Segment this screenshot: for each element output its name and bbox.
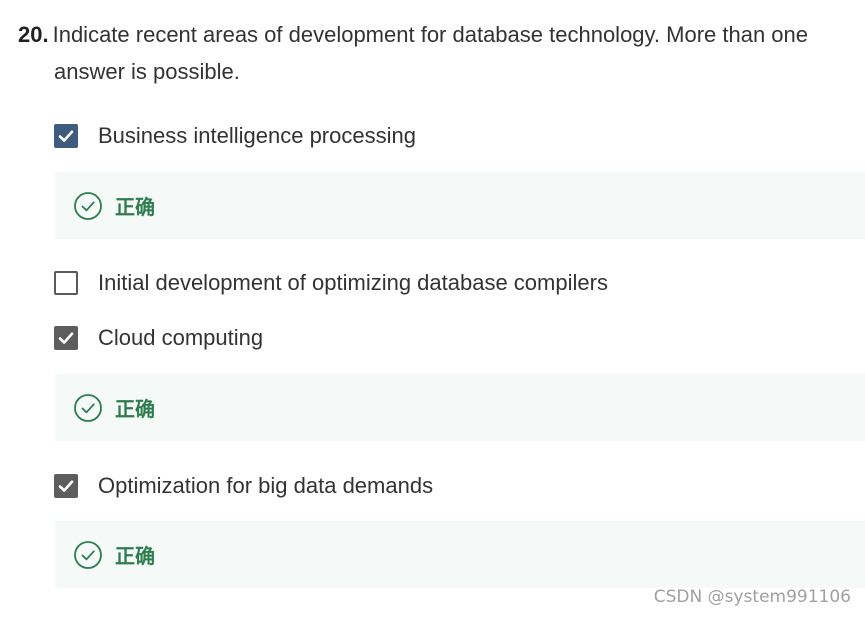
option-label: Business intelligence processing	[98, 123, 416, 148]
question: 20. Indicate recent areas of development …	[18, 16, 848, 90]
check-circle-icon	[74, 540, 102, 569]
check-circle-icon	[74, 191, 102, 220]
question-text-line1: Indicate recent areas of development for…	[52, 22, 809, 47]
feedback-text: 正确	[115, 195, 155, 219]
watermark: CSDN @system991106	[653, 587, 851, 607]
feedback-correct: 正确	[55, 521, 865, 588]
question-text-line2: answer is possible.	[54, 59, 240, 84]
option-cloud-computing[interactable]: Cloud computing	[54, 323, 263, 353]
checkbox-cloud-computing[interactable]	[54, 326, 78, 350]
question-number: 20.	[18, 22, 49, 47]
checkmark-icon	[58, 130, 74, 142]
feedback-correct: 正确	[55, 374, 865, 441]
checkmark-icon	[58, 480, 74, 492]
option-optimizing-compilers[interactable]: Initial development of optimizing databa…	[54, 268, 608, 298]
checkbox-business-intelligence[interactable]	[54, 124, 78, 148]
option-label: Cloud computing	[98, 325, 264, 350]
option-label: Optimization for big data demands	[98, 473, 434, 498]
check-circle-icon	[74, 393, 102, 422]
checkbox-big-data[interactable]	[54, 474, 78, 498]
option-big-data[interactable]: Optimization for big data demands	[54, 471, 433, 501]
feedback-correct: 正确	[55, 172, 865, 239]
feedback-text: 正确	[115, 544, 155, 568]
option-business-intelligence[interactable]: Business intelligence processing	[54, 121, 416, 151]
feedback-text: 正确	[115, 397, 155, 421]
checkbox-optimizing-compilers[interactable]	[54, 271, 78, 295]
option-label: Initial development of optimizing databa…	[98, 270, 608, 295]
checkmark-icon	[58, 332, 74, 344]
